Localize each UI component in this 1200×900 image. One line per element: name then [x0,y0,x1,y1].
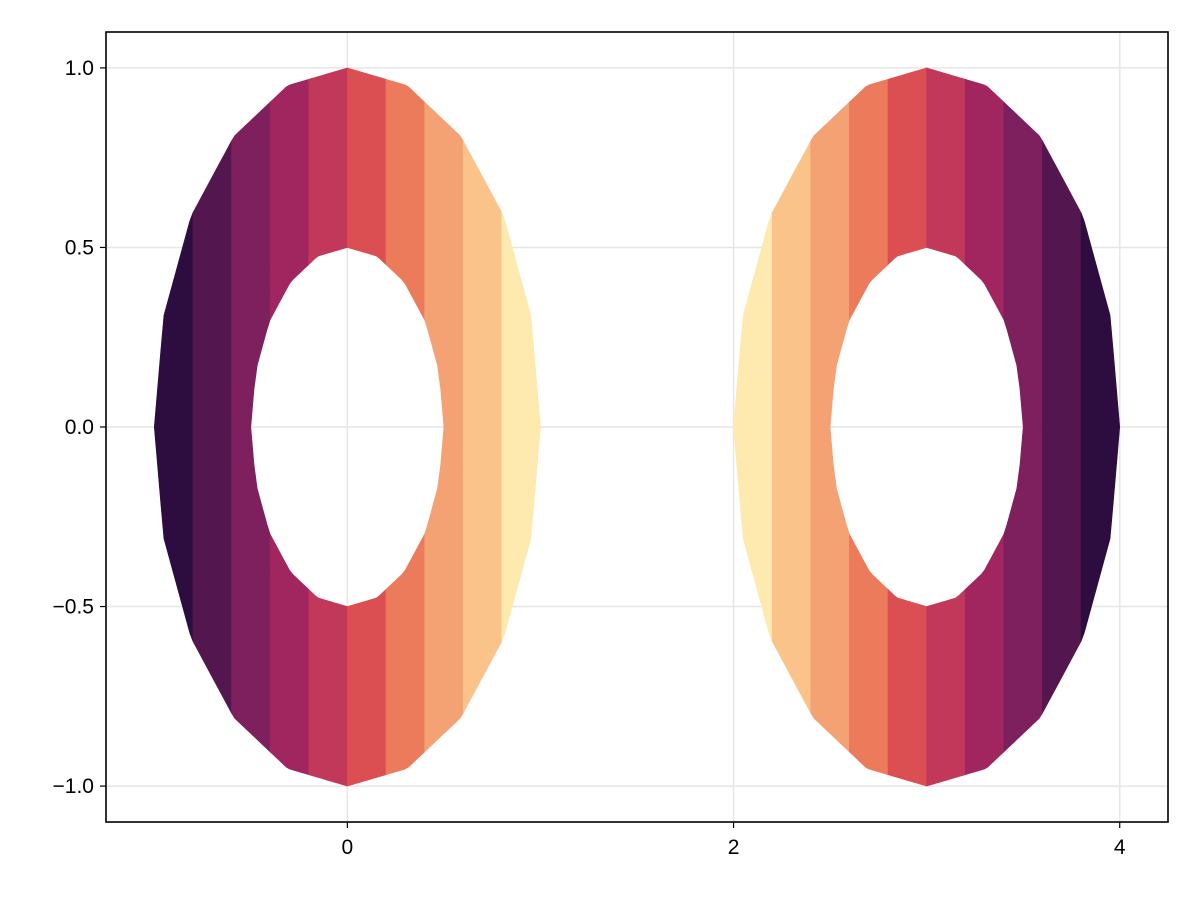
ring-band [926,588,966,787]
ring-1 [153,67,541,787]
ring-band [887,67,927,266]
y-tick-label: 0.5 [65,236,94,259]
rings-layer [153,67,1121,787]
y-tick-label: 0.0 [65,416,94,439]
ring-band [153,212,194,642]
y-tick-label: −1.0 [53,775,94,798]
ring-band [887,588,927,787]
ring-band [964,534,1005,776]
ring-band [308,67,348,266]
ring-band [1003,426,1043,753]
ring-band [849,78,889,320]
y-tick-label: −0.5 [53,596,94,619]
y-tick-label: 1.0 [65,57,94,80]
ring-band [424,426,464,753]
ring-band [771,140,812,714]
ring-band [347,67,387,266]
ring-band [424,101,464,428]
ring-band [385,534,425,776]
ring-band [501,212,541,642]
ring-band [269,534,310,776]
ring-band [192,140,232,714]
ring-band [347,588,387,787]
ring-band [269,78,310,320]
ring-band [462,140,503,714]
ring-band [385,78,425,320]
ring-band [308,588,348,787]
ring-2 [733,67,1121,787]
ring-band [1042,140,1082,714]
x-tick-label: 2 [728,836,740,859]
x-tick-label: 4 [1114,836,1126,859]
ring-band [231,426,271,753]
ring-band [849,534,889,776]
ring-band [231,101,271,428]
axes-layer: 0 2 4 1.0 0.5 0.0 −0.5 −1.0 [53,31,1169,859]
ring-band [733,212,773,642]
ring-band [1080,212,1121,642]
x-tick-label: 0 [342,836,354,859]
ring-band [810,426,850,753]
ring-band [810,101,850,428]
ring-band [1003,101,1043,428]
ring-band [964,78,1005,320]
ring-band [926,67,966,266]
